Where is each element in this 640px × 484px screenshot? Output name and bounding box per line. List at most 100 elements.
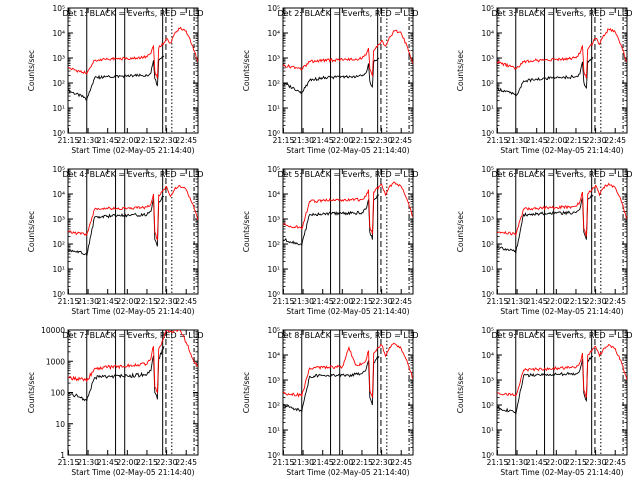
panel-title: Det 7: BLACK = Events, RED = LLD (63, 331, 204, 340)
series-line-lld (497, 344, 627, 398)
series-line-lld (497, 27, 627, 79)
x-tick-label: 22:15 (351, 297, 373, 306)
y-axis-label: Counts/sec (456, 50, 465, 91)
y-tick-label: 10¹ (267, 104, 280, 113)
y-axis-label: Counts/sec (242, 211, 251, 252)
x-axis-label: Start Time (02-May-05 21:14:40) (71, 307, 194, 316)
x-tick-label: 21:45 (312, 136, 334, 145)
x-tick-label: 22:00 (117, 136, 139, 145)
plot-frame (67, 168, 199, 295)
x-tick-label: 22:00 (546, 458, 568, 467)
panel-title: Det 9: BLACK = Events, RED = LLD (492, 331, 633, 340)
y-tick-label: 10⁰ (481, 290, 494, 299)
y-tick-label: 10² (52, 240, 65, 249)
x-tick-label: 22:45 (390, 297, 412, 306)
x-tick-label: 21:30 (292, 458, 314, 467)
x-tick-label: 22:30 (156, 458, 178, 467)
y-axis-label: Counts/sec (27, 372, 36, 413)
x-tick-label: 21:45 (312, 297, 334, 306)
y-tick-label: 10⁵ (267, 4, 280, 13)
x-tick-label: 22:45 (604, 458, 626, 467)
x-tick-label: 21:30 (506, 297, 528, 306)
x-tick-label: 22:00 (332, 458, 354, 467)
detector-panel-5: Det 5: BLACK = Events, RED = LLD 10⁰ 10¹ 10… (242, 165, 418, 316)
x-tick-label: 21:15 (487, 136, 509, 145)
y-tick-label: 10² (267, 240, 280, 249)
plot-frame (496, 168, 628, 295)
x-tick-label: 21:15 (273, 136, 295, 145)
series-line-events (283, 355, 380, 413)
x-tick-label: 21:15 (58, 136, 80, 145)
y-tick-label: 10³ (267, 215, 280, 224)
panel-title: Det 8: BLACK = Events, RED = LLD (278, 331, 419, 340)
panel-title: Det 3: BLACK = Events, RED = LLD (492, 9, 633, 18)
x-tick-label: 21:30 (506, 458, 528, 467)
y-tick-label: 10⁵ (481, 165, 494, 174)
x-tick-label: 22:30 (156, 297, 178, 306)
panel-title: Det 6: BLACK = Events, RED = LLD (492, 170, 633, 179)
x-axis-label: Start Time (02-May-05 21:14:40) (286, 146, 409, 155)
x-tick-label: 21:30 (292, 136, 314, 145)
y-tick-label: 10³ (267, 376, 280, 385)
y-axis-label: Counts/sec (456, 211, 465, 252)
y-tick-label: 10⁰ (267, 451, 280, 460)
y-tick-label: 10⁰ (52, 290, 65, 299)
plot-frame (67, 329, 199, 456)
detector-panel-7: Det 7: BLACK = Events, RED = LLD 1 10 100 10… (27, 326, 203, 477)
y-tick-label: 10⁵ (267, 165, 280, 174)
y-tick-label: 1000 (46, 357, 65, 366)
series-line-lld (283, 29, 413, 78)
y-tick-label: 10² (267, 79, 280, 88)
x-tick-label: 21:45 (97, 297, 119, 306)
y-tick-label: 10⁰ (267, 129, 280, 138)
series-line-events (68, 55, 165, 101)
x-tick-label: 22:30 (371, 297, 393, 306)
series-line-lld (68, 26, 198, 79)
series-line-events (497, 56, 594, 98)
detector-panel-3: Det 3: BLACK = Events, RED = LLD 10⁰ 10¹ 10… (456, 4, 632, 155)
y-axis-label: Counts/sec (242, 50, 251, 91)
x-tick-label: 22:45 (390, 136, 412, 145)
x-tick-label: 22:15 (565, 458, 587, 467)
y-tick-label: 10⁴ (267, 29, 280, 38)
y-tick-label: 10000 (41, 326, 65, 335)
y-tick-label: 10² (481, 79, 494, 88)
x-axis-label: Start Time (02-May-05 21:14:40) (286, 307, 409, 316)
panel-title: Det 1: BLACK = Events, RED = LLD (63, 9, 204, 18)
y-tick-label: 1 (60, 451, 65, 460)
x-tick-label: 21:45 (97, 458, 119, 467)
x-tick-label: 22:30 (156, 136, 178, 145)
x-tick-label: 22:15 (136, 458, 158, 467)
series-line-lld (283, 342, 413, 398)
x-tick-label: 22:00 (546, 297, 568, 306)
y-tick-label: 10⁰ (481, 451, 494, 460)
y-tick-label: 10⁵ (52, 165, 65, 174)
x-tick-label: 22:30 (585, 136, 607, 145)
x-tick-label: 21:15 (273, 297, 295, 306)
x-tick-label: 22:15 (565, 136, 587, 145)
x-tick-label: 21:15 (58, 458, 80, 467)
x-tick-label: 22:00 (117, 458, 139, 467)
panel-title: Det 5: BLACK = Events, RED = LLD (278, 170, 419, 179)
x-tick-label: 21:30 (292, 297, 314, 306)
x-tick-label: 21:30 (77, 458, 99, 467)
x-tick-label: 21:15 (58, 297, 80, 306)
y-axis-label: Counts/sec (242, 372, 251, 413)
y-tick-label: 10² (267, 401, 280, 410)
x-tick-label: 21:15 (273, 458, 295, 467)
detector-panel-2: Det 2: BLACK = Events, RED = LLD 10⁰ 10¹ 10… (242, 4, 418, 155)
y-axis-label: Counts/sec (27, 211, 36, 252)
series-line-events (497, 194, 594, 255)
x-tick-label: 21:30 (77, 136, 99, 145)
y-tick-label: 10⁰ (481, 129, 494, 138)
series-line-lld (497, 182, 627, 237)
x-axis-label: Start Time (02-May-05 21:14:40) (286, 468, 409, 477)
x-tick-label: 22:00 (332, 136, 354, 145)
y-tick-label: 10⁴ (52, 29, 65, 38)
x-axis-label: Start Time (02-May-05 21:14:40) (500, 468, 623, 477)
x-axis-label: Start Time (02-May-05 21:14:40) (71, 468, 194, 477)
y-tick-label: 10⁵ (52, 4, 65, 13)
y-tick-label: 10⁰ (267, 290, 280, 299)
detector-panel-6: Det 6: BLACK = Events, RED = LLD 10⁰ 10¹ 10… (456, 165, 632, 316)
